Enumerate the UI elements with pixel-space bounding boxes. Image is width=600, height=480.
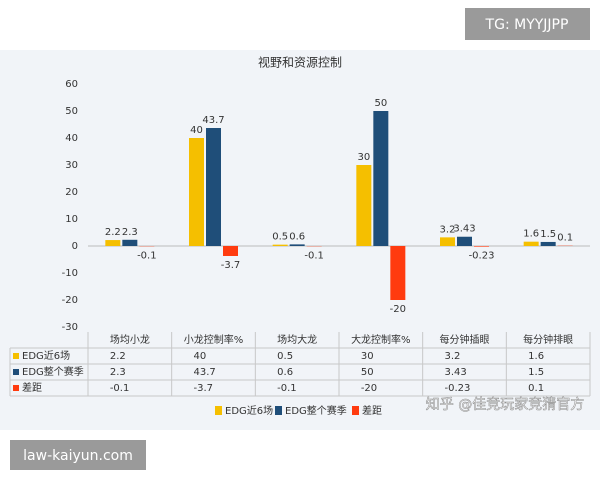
data-label: 2.2: [105, 227, 121, 238]
bar: [474, 246, 489, 247]
tag-text: TG: MYYJJPP: [485, 17, 569, 33]
bar: [440, 237, 455, 246]
table-cell: 0.1: [528, 383, 544, 394]
x-tick-label: 每分钟排眼: [523, 333, 573, 346]
x-tick-label: 场均大龙: [277, 333, 317, 346]
chart-title: 视野和资源控制: [258, 55, 342, 70]
site-box: [10, 440, 146, 470]
y-tick-label: 10: [65, 214, 78, 225]
y-tick-label: 20: [65, 187, 78, 198]
table-swatch: [13, 353, 19, 359]
table-cell: 1.6: [528, 351, 544, 362]
bar: [122, 239, 138, 246]
bar: [105, 240, 121, 246]
data-label: 50: [374, 98, 387, 109]
legend-label: EDG整个赛季: [285, 404, 347, 417]
data-label: 43.7: [202, 115, 224, 126]
table-row-label: 差距: [22, 381, 42, 394]
y-tick-label: 0: [72, 241, 78, 252]
data-label: 0.5: [272, 232, 288, 243]
bar: [206, 128, 221, 246]
table-row-label: EDG近6场: [22, 349, 70, 362]
y-tick-label: 30: [65, 160, 78, 171]
bar: [289, 244, 305, 246]
legend-label: 差距: [362, 404, 382, 417]
y-tick-label: 40: [65, 133, 78, 144]
data-label: 3.43: [453, 224, 475, 235]
table-cell: 0.6: [277, 367, 293, 378]
table-swatch: [13, 385, 19, 391]
site-text: law-kaiyun.com: [23, 448, 133, 464]
table-cell: -20: [361, 383, 377, 394]
table-row-label: EDG整个赛季: [22, 365, 84, 378]
watermark: 知乎 @佳竞玩家竞猜官方: [426, 396, 584, 413]
data-label: 2.3: [122, 227, 138, 238]
tag-box: [465, 8, 590, 40]
data-label: -20: [390, 304, 406, 315]
x-tick-label: 小龙控制率%: [184, 333, 244, 346]
legend-swatch: [275, 406, 282, 415]
y-tick-label: -10: [62, 268, 78, 279]
bar: [390, 246, 406, 300]
bar: [356, 165, 372, 246]
data-label: 30: [357, 152, 370, 163]
table-cell: 2.2: [110, 351, 126, 362]
table-cell: -0.1: [277, 383, 297, 394]
data-label: 0.6: [289, 231, 305, 242]
bar: [223, 246, 238, 256]
chart-panel: [0, 50, 600, 430]
bar: [540, 241, 556, 246]
data-label: -0.1: [304, 250, 324, 261]
table-cell: 0.5: [277, 351, 293, 362]
data-label: -0.1: [137, 250, 157, 261]
table-cell: 43.7: [194, 367, 216, 378]
data-label: 0.1: [557, 233, 573, 244]
legend-swatch: [215, 406, 222, 415]
bar: [189, 138, 204, 246]
data-label: 3.2: [440, 224, 456, 235]
data-label: 40: [190, 125, 203, 136]
x-tick-label: 每分钟插眼: [440, 333, 490, 346]
y-tick-label: -20: [62, 295, 78, 306]
bar: [373, 111, 389, 246]
table-swatch: [13, 369, 19, 375]
x-tick-label: 大龙控制率%: [351, 333, 411, 346]
table-cell: -3.7: [194, 383, 214, 394]
data-label: 1.5: [540, 229, 556, 240]
y-tick-label: 50: [65, 106, 78, 117]
table-cell: 50: [361, 367, 374, 378]
y-tick-label: -30: [62, 322, 78, 333]
table-cell: 2.3: [110, 367, 126, 378]
bar: [272, 244, 288, 246]
data-label: -0.23: [469, 251, 495, 262]
bar: [457, 236, 472, 246]
table-cell: 1.5: [528, 367, 544, 378]
legend-label: EDG近6场: [225, 404, 273, 417]
table-cell: 40: [194, 351, 207, 362]
legend-swatch: [352, 406, 359, 415]
table-cell: -0.1: [110, 383, 130, 394]
table-cell: -0.23: [445, 383, 471, 394]
table-cell: 3.2: [445, 351, 461, 362]
table-cell: 3.43: [445, 367, 467, 378]
y-tick-label: 60: [65, 79, 78, 90]
data-label: -3.7: [221, 260, 241, 271]
x-tick-label: 场均小龙: [110, 333, 150, 346]
bar: [523, 241, 539, 246]
table-cell: 30: [361, 351, 374, 362]
data-label: 1.6: [523, 229, 539, 240]
